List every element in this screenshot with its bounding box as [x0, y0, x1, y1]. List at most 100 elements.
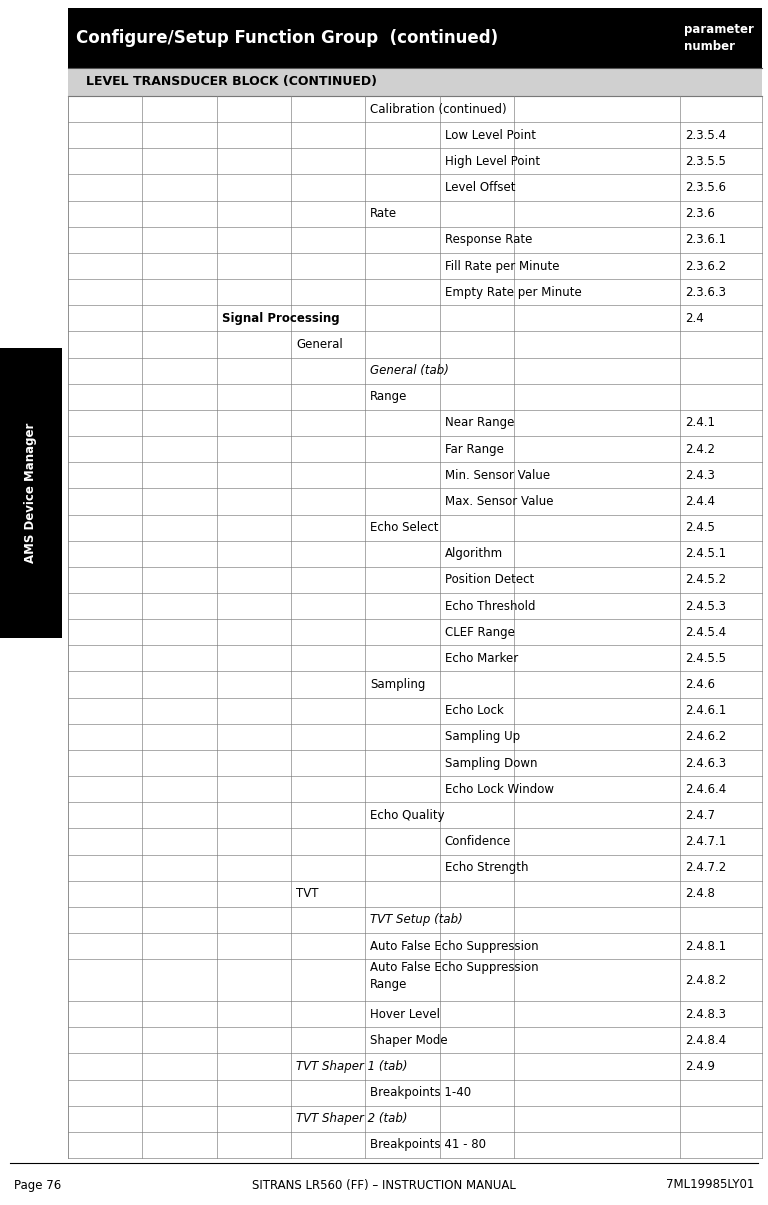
Polygon shape	[68, 280, 762, 305]
Polygon shape	[68, 8, 762, 67]
Text: 2.4.7: 2.4.7	[685, 809, 715, 822]
Text: 2.4: 2.4	[685, 312, 703, 325]
Polygon shape	[68, 619, 762, 646]
Text: Configure/Setup Function Group  (continued): Configure/Setup Function Group (continue…	[76, 29, 498, 47]
Text: Low Level Point: Low Level Point	[445, 129, 535, 142]
Text: 2.4.8.4: 2.4.8.4	[685, 1034, 726, 1047]
Text: TVT Shaper 1 (tab): TVT Shaper 1 (tab)	[296, 1060, 408, 1072]
Polygon shape	[68, 828, 762, 854]
Text: Sampling Down: Sampling Down	[445, 757, 537, 770]
Text: 2.4.8.2: 2.4.8.2	[685, 974, 726, 987]
Polygon shape	[68, 1106, 762, 1131]
Text: 2.3.5.4: 2.3.5.4	[685, 129, 726, 142]
Polygon shape	[68, 331, 762, 358]
Polygon shape	[68, 881, 762, 907]
Text: Echo Marker: Echo Marker	[445, 652, 518, 665]
Text: 2.3.5.6: 2.3.5.6	[685, 181, 726, 194]
Text: 2.4.7.1: 2.4.7.1	[685, 835, 727, 848]
Text: Sampling Up: Sampling Up	[445, 730, 520, 743]
Text: General (tab): General (tab)	[370, 364, 449, 377]
Text: 2.4.8.3: 2.4.8.3	[685, 1007, 726, 1021]
Polygon shape	[68, 253, 762, 280]
Text: Min. Sensor Value: Min. Sensor Value	[445, 469, 550, 482]
Polygon shape	[68, 488, 762, 515]
Polygon shape	[68, 933, 762, 959]
Text: 2.4.9: 2.4.9	[685, 1060, 715, 1072]
Polygon shape	[68, 515, 762, 541]
Text: LEVEL TRANSDUCER BLOCK (CONTINUED): LEVEL TRANSDUCER BLOCK (CONTINUED)	[86, 76, 377, 88]
Polygon shape	[68, 410, 762, 436]
Polygon shape	[68, 541, 762, 566]
Text: Response Rate: Response Rate	[445, 234, 532, 246]
Text: Page 76: Page 76	[14, 1178, 61, 1192]
Polygon shape	[68, 593, 762, 619]
Polygon shape	[68, 227, 762, 253]
Text: Range: Range	[370, 390, 408, 404]
Text: 2.3.6.1: 2.3.6.1	[685, 234, 726, 246]
Text: Echo Threshold: Echo Threshold	[445, 600, 535, 612]
Text: 2.4.6.1: 2.4.6.1	[685, 704, 727, 717]
Polygon shape	[68, 305, 762, 331]
Text: 2.4.5.3: 2.4.5.3	[685, 600, 726, 612]
Polygon shape	[68, 776, 762, 803]
Text: 2.4.5.5: 2.4.5.5	[685, 652, 726, 665]
Text: TVT Setup (tab): TVT Setup (tab)	[370, 913, 463, 927]
Polygon shape	[0, 348, 62, 637]
Polygon shape	[68, 698, 762, 724]
Polygon shape	[68, 122, 762, 148]
Text: 2.4.5.1: 2.4.5.1	[685, 547, 726, 560]
Text: Echo Lock Window: Echo Lock Window	[445, 783, 554, 795]
Text: CLEF Range: CLEF Range	[445, 625, 515, 639]
Text: Signal Processing: Signal Processing	[222, 312, 339, 325]
Text: TVT Shaper 2 (tab): TVT Shaper 2 (tab)	[296, 1112, 408, 1125]
Text: Confidence: Confidence	[445, 835, 511, 848]
Text: Breakpoints 41 - 80: Breakpoints 41 - 80	[370, 1139, 486, 1152]
Polygon shape	[68, 1001, 762, 1027]
Polygon shape	[68, 463, 762, 488]
Text: Empty Rate per Minute: Empty Rate per Minute	[445, 286, 581, 299]
Text: Auto False Echo Suppression
Range: Auto False Echo Suppression Range	[370, 962, 539, 992]
Polygon shape	[68, 383, 762, 410]
Polygon shape	[68, 200, 762, 227]
Polygon shape	[68, 67, 762, 96]
Text: Rate: Rate	[370, 207, 397, 221]
Polygon shape	[68, 907, 762, 933]
Text: 2.4.1: 2.4.1	[685, 417, 715, 429]
Text: 2.4.3: 2.4.3	[685, 469, 715, 482]
Text: Position Detect: Position Detect	[445, 574, 534, 587]
Text: Shaper Mode: Shaper Mode	[370, 1034, 448, 1047]
Text: TVT: TVT	[296, 887, 319, 900]
Text: 2.3.6.3: 2.3.6.3	[685, 286, 726, 299]
Polygon shape	[68, 1131, 762, 1158]
Polygon shape	[68, 959, 762, 1001]
Text: 2.4.7.2: 2.4.7.2	[685, 862, 727, 874]
Text: AMS Device Manager: AMS Device Manager	[25, 423, 38, 563]
Text: 2.4.6: 2.4.6	[685, 678, 715, 690]
Text: 2.3.6.2: 2.3.6.2	[685, 259, 726, 272]
Polygon shape	[68, 1080, 762, 1106]
Text: 2.4.8.1: 2.4.8.1	[685, 940, 726, 953]
Text: Max. Sensor Value: Max. Sensor Value	[445, 495, 553, 509]
Polygon shape	[68, 671, 762, 698]
Polygon shape	[68, 803, 762, 828]
Polygon shape	[68, 646, 762, 671]
Text: Echo Select: Echo Select	[370, 521, 439, 534]
Text: 2.4.6.3: 2.4.6.3	[685, 757, 726, 770]
Polygon shape	[68, 175, 762, 200]
Polygon shape	[68, 358, 762, 383]
Text: 2.4.5.4: 2.4.5.4	[685, 625, 726, 639]
Text: 2.4.6.2: 2.4.6.2	[685, 730, 727, 743]
Text: 2.4.8: 2.4.8	[685, 887, 715, 900]
Text: 2.3.5.5: 2.3.5.5	[685, 155, 726, 167]
Text: Calibration (continued): Calibration (continued)	[370, 102, 507, 116]
Text: Breakpoints 1-40: Breakpoints 1-40	[370, 1086, 472, 1099]
Text: Level Offset: Level Offset	[445, 181, 515, 194]
Polygon shape	[68, 1027, 762, 1053]
Text: Echo Lock: Echo Lock	[445, 704, 503, 717]
Polygon shape	[68, 854, 762, 881]
Polygon shape	[68, 148, 762, 175]
Text: 2.3.6: 2.3.6	[685, 207, 715, 221]
Text: SITRANS LR560 (FF) – INSTRUCTION MANUAL: SITRANS LR560 (FF) – INSTRUCTION MANUAL	[252, 1178, 516, 1192]
Polygon shape	[68, 436, 762, 463]
Text: parameter
number: parameter number	[684, 24, 754, 53]
